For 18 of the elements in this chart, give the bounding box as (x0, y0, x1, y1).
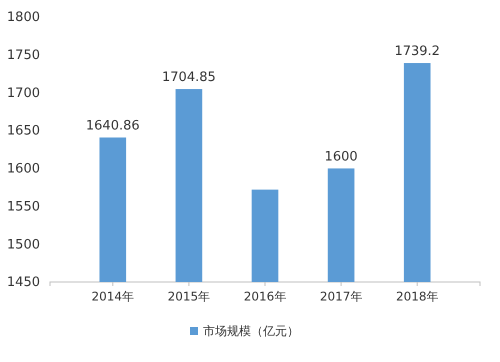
x-tick-label: 2016年 (244, 290, 286, 304)
y-tick-label: 1750 (6, 48, 40, 64)
text: 1704.85 (162, 70, 216, 86)
legend-label: 市场规模（亿元） (203, 324, 299, 338)
y-tick-label: 1600 (6, 162, 40, 177)
x-tick-label: 2014年 (92, 290, 134, 304)
x-tick-label: 2018年 (396, 290, 438, 304)
y-tick-label: 1500 (6, 237, 40, 252)
y-tick-label: 1450 (6, 275, 40, 290)
x-tick-label: 2017年 (320, 290, 362, 304)
y-tick-label: 1700 (6, 86, 40, 101)
text: 1640.86 (86, 118, 140, 134)
x-tick-label: 2015年 (168, 290, 210, 304)
y-tick-label: 1550 (6, 199, 40, 214)
text: 1600 (324, 149, 358, 164)
y-tick-label: 1800 (6, 10, 40, 26)
y-tick-label: 1650 (6, 124, 40, 139)
text: 1739.2 (394, 44, 440, 60)
